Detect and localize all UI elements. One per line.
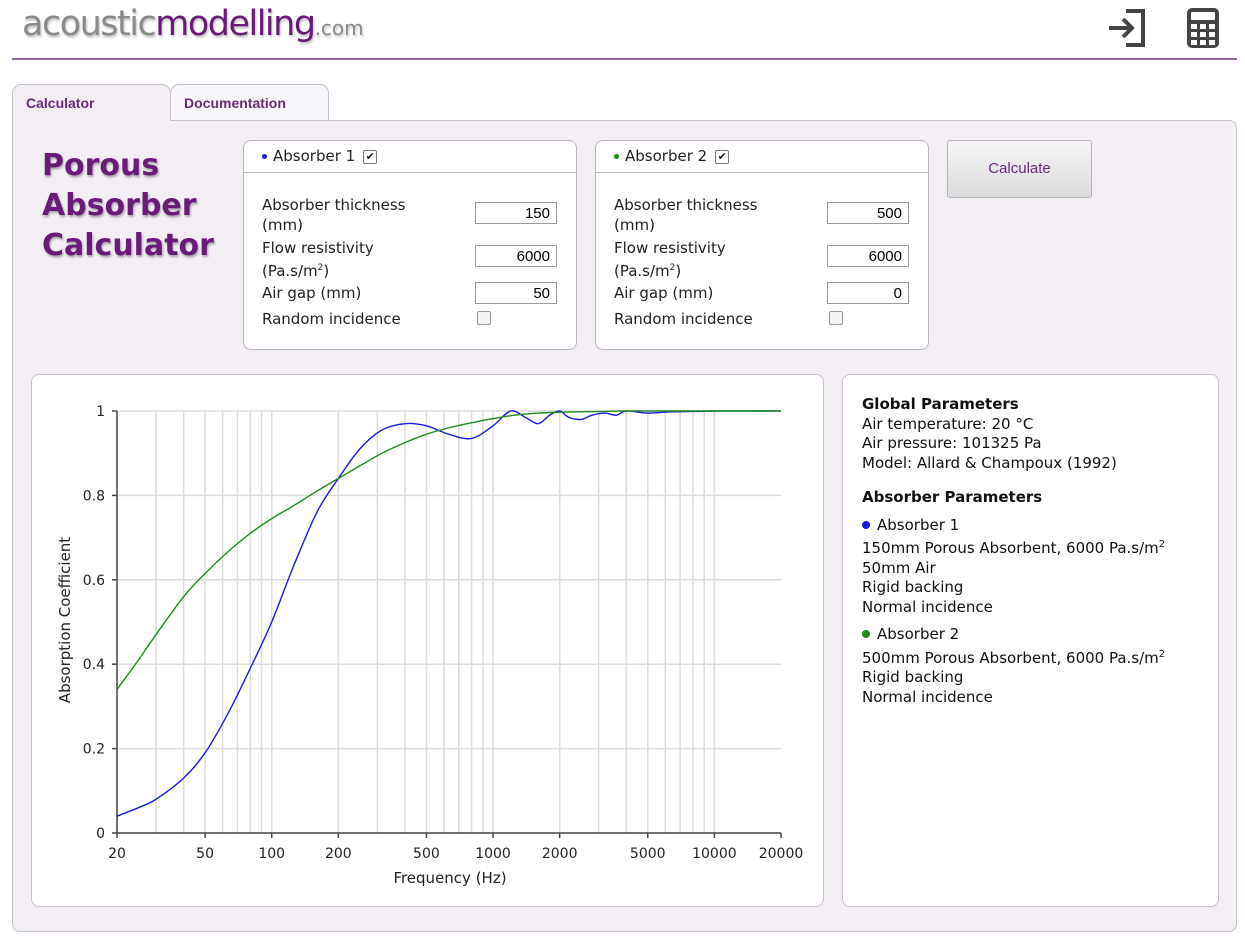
logo-part-2: modelling (155, 4, 316, 44)
x-tick-label: 500 (413, 846, 440, 862)
absorber-2-random-label: Random incidence (614, 310, 753, 328)
absorber-1-airgap-input[interactable] (475, 282, 557, 304)
calculator-icon[interactable] (1183, 6, 1223, 54)
absorber-2-airgap-label: Air gap (mm) (614, 284, 714, 302)
sign-in-icon[interactable] (1106, 6, 1150, 54)
series-line-absorber-2 (116, 410, 781, 690)
series-line-absorber-1 (116, 410, 781, 817)
header-divider (12, 58, 1237, 60)
calculate-button[interactable]: Calculate (947, 140, 1092, 198)
tab-documentation[interactable]: Documentation (170, 84, 329, 121)
absorption-chart: 0 0.2 0.4 0.6 0.8 1 20 50 100 200 500 1000 2000 5000 1… (56, 404, 804, 887)
y-tick-label: 0.8 (83, 488, 105, 504)
logo-part-3: .com (314, 16, 364, 40)
x-axis-label: Frequency (Hz) (393, 869, 506, 887)
absorber-2-dot-icon (862, 630, 870, 638)
absorber-1-dot-icon (262, 154, 267, 159)
x-tick-label: 2000 (542, 846, 578, 862)
absorber-2-panel: Absorber 2 ✔ Absorber thickness(mm) Flow … (595, 140, 929, 350)
absorber-2-header: Absorber 2 ✔ (596, 141, 928, 173)
air-pressure: Air pressure: 101325 Pa (862, 434, 1042, 452)
absorber-2-label: Absorber 2 (625, 147, 708, 165)
absorber-1-flow-label: Flow resistivity (Pa.s/m2) (262, 239, 374, 280)
absorber-1-airgap-label: Air gap (mm) (262, 284, 362, 302)
y-tick-label: 0 (96, 826, 105, 842)
x-tick-label: 20000 (759, 846, 804, 862)
site-logo[interactable]: acousticmodelling.com (22, 4, 364, 44)
page-title: Porous Absorber Calculator (42, 146, 242, 266)
absorber-2-enable-checkbox[interactable]: ✔ (715, 149, 730, 164)
x-tick-label: 5000 (630, 846, 666, 862)
y-tick-label: 0.2 (83, 742, 105, 758)
absorber-1-summary: Absorber 1 150mm Porous Absorbent, 6000 … (862, 515, 1166, 616)
absorber-1-thickness-label: Absorber thickness (mm) (262, 196, 406, 234)
absorber-1-thickness-input[interactable] (475, 202, 557, 224)
parameters-panel: Global Parameters Air temperature: 20 °C… (842, 374, 1219, 907)
absorber-1-label: Absorber 1 (273, 147, 356, 165)
y-tick-label: 0.6 (83, 573, 105, 589)
absorber-1-header: Absorber 1 ✔ (244, 141, 576, 173)
x-tick-label: 50 (196, 846, 214, 862)
absorber-2-thickness-input[interactable] (827, 202, 909, 224)
x-tick-label: 10000 (692, 846, 737, 862)
y-tick-label: 1 (96, 404, 105, 420)
x-tick-label: 20 (108, 846, 126, 862)
y-axis-label: Absorption Coefficient (56, 537, 74, 703)
absorber-1-random-checkbox[interactable] (477, 311, 491, 325)
logo-part-1: acoustic (22, 4, 157, 44)
absorber-params-heading: Absorber Parameters (862, 488, 1043, 506)
absorber-2-thickness-label: Absorber thickness (mm) (614, 196, 758, 234)
absorber-2-flow-input[interactable] (827, 245, 909, 267)
absorber-2-dot-icon (614, 154, 619, 159)
absorber-2-random-checkbox[interactable] (829, 311, 843, 325)
page-title-line-3: Calculator (42, 228, 214, 263)
chart-panel: 0 0.2 0.4 0.6 0.8 1 20 50 100 200 500 1000 2000 5000 1… (31, 374, 824, 907)
absorber-2-flow-label: Flow resistivity (Pa.s/m2) (614, 239, 726, 280)
absorber-1-enable-checkbox[interactable]: ✔ (363, 149, 378, 164)
tab-calculator[interactable]: Calculator (12, 84, 171, 121)
absorber-1-panel: Absorber 1 ✔ Absorber thickness(mm) Flow … (243, 140, 577, 350)
absorber-2-summary: Absorber 2 500mm Porous Absorbent, 6000 … (862, 625, 1166, 706)
y-tick-label: 0.4 (83, 657, 105, 673)
absorber-1-random-label: Random incidence (262, 310, 401, 328)
absorber-2-airgap-input[interactable] (827, 282, 909, 304)
air-temperature: Air temperature: 20 °C (862, 414, 1034, 433)
absorber-1-dot-icon (862, 520, 870, 529)
page-title-line-1: Porous (42, 148, 160, 183)
page-title-line-2: Absorber (42, 188, 197, 223)
model: Model: Allard & Champoux (1992) (862, 453, 1117, 472)
x-tick-label: 100 (258, 846, 285, 862)
global-params-heading: Global Parameters (862, 395, 1019, 413)
x-tick-label: 200 (325, 846, 352, 862)
x-tick-label: 1000 (475, 846, 511, 862)
absorber-1-flow-input[interactable] (475, 245, 557, 267)
